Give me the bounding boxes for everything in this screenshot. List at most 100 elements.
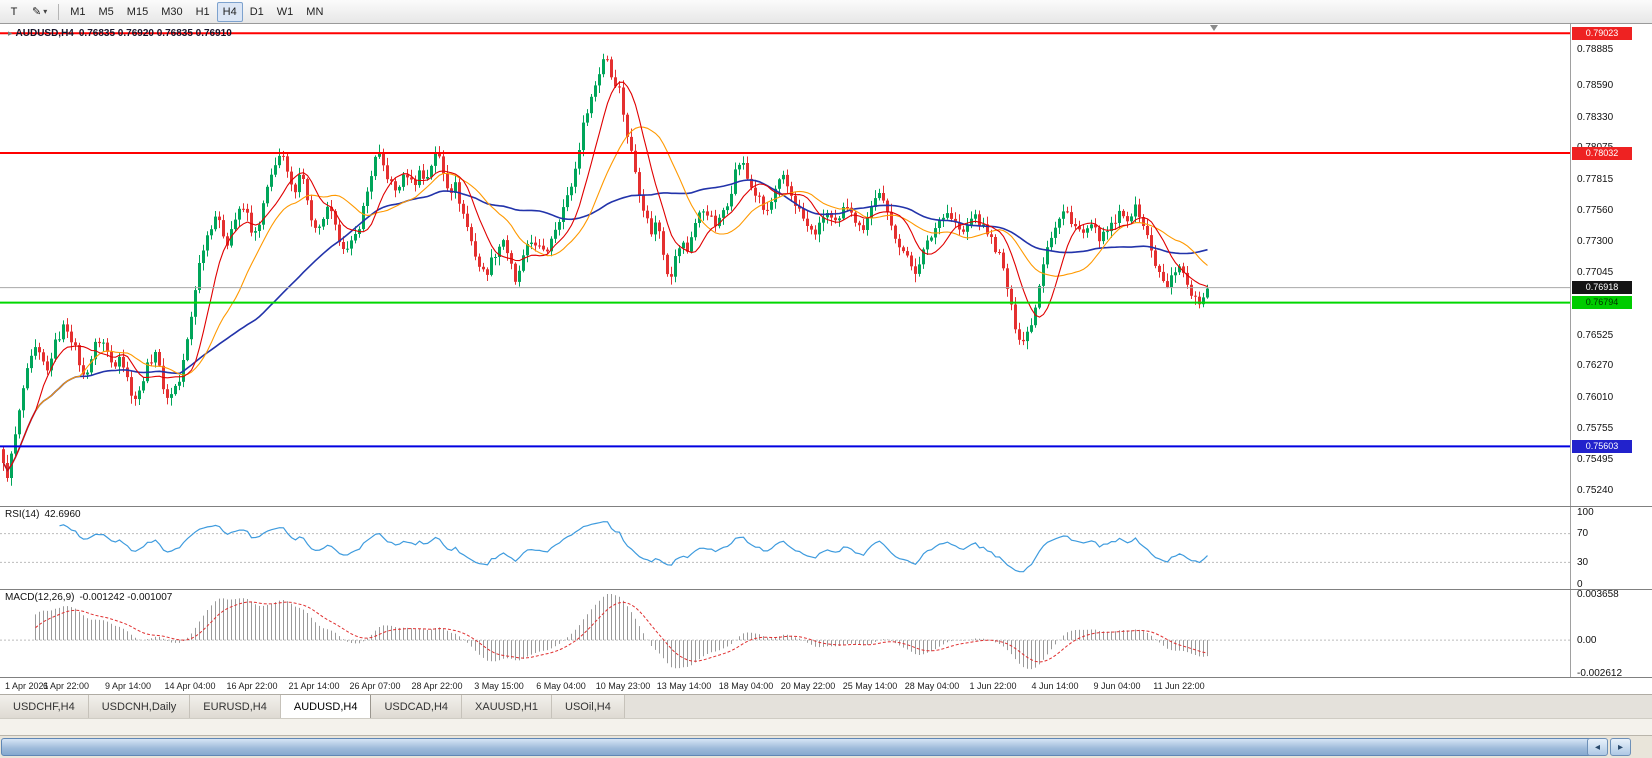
level-price-badge: 0.78032 [1572,146,1632,160]
time-axis-label: 16 Apr 22:00 [226,681,278,691]
time-axis-label: 18 May 04:00 [718,681,774,691]
axis-tick-label: 0.77815 [1577,173,1614,185]
rsi-label: RSI(14) 42.6960 [5,509,81,520]
chevron-down-icon: ▾ [43,7,48,16]
chart-tab-usdchf-h4[interactable]: USDCHF,H4 [0,695,89,718]
axis-tick-label: 0.00 [1577,634,1597,646]
scrollbar-thumb[interactable] [1,738,1601,756]
axis-tick-label: 0.77300 [1577,235,1614,247]
chart-type-icon: T [10,5,18,18]
axis-tick-label: 0.003658 [1577,588,1619,600]
timeframe-buttons: M1 M5 M15 M30 H1 H4 D1 W1 MN [64,1,329,22]
axis-tick-label: 0.78330 [1577,111,1614,123]
chart-shift-marker [1210,25,1218,31]
chart-tab-usdcnh-daily[interactable]: USDCNH,Daily [88,695,191,718]
drawing-tool-button[interactable]: ✎ ▾ [26,2,53,22]
rsi-canvas[interactable] [0,507,1570,589]
chart-tab-usdcad-h4[interactable]: USDCAD,H4 [371,695,463,718]
price-chart-pane[interactable]: ▸ AUDUSD,H4 0.76835 0.76920 0.76835 0.7691… [0,24,1652,506]
macd-indicator-pane[interactable]: MACD(12,26,9) -0.001242 -0.001007 0.00365… [0,588,1652,679]
chart-ohlc-label: 0.76835 0.76920 0.76835 0.76910 [78,28,232,39]
time-axis-label: 14 Apr 04:00 [164,681,216,691]
chart-toolbar: T ✎ ▾ M1 M5 M15 M30 H1 H4 D1 W1 MN [0,0,1652,24]
axis-tick-label: 0.75240 [1577,484,1614,496]
time-axis-label: 13 May 14:00 [656,681,712,691]
timeframe-button-m1[interactable]: M1 [70,5,86,18]
time-axis-label: 10 May 23:00 [595,681,651,691]
macd-axis: 0.003658 0.00 -0.002612 [1570,588,1652,679]
chart-tab-xauusd-h1[interactable]: XAUUSD,H1 [462,695,552,718]
scroll-right-button[interactable]: ▸ [1610,738,1631,756]
chart-tab-audusd-h4[interactable]: AUDUSD,H4 [280,695,372,718]
macd-label: MACD(12,26,9) -0.001242 -0.001007 [5,592,172,603]
price-chart-canvas[interactable] [0,24,1570,506]
level-price-badge: 0.75603 [1572,439,1632,453]
level-price-badge: 0.79023 [1572,26,1632,40]
chart-menu-icon: ▸ [8,28,13,38]
macd-plot-area[interactable]: MACD(12,26,9) -0.001242 -0.001007 [0,590,1570,677]
bottom-strip [0,718,1652,735]
price-plot-area[interactable]: ▸ AUDUSD,H4 0.76835 0.76920 0.76835 0.7691… [0,24,1570,506]
rsi-axis: 100 70 30 0 [1570,506,1652,590]
time-axis-label: 28 Apr 22:00 [411,681,463,691]
pencil-icon: ✎ [32,6,42,18]
time-axis-label: 11 Jun 22:00 [1153,681,1205,691]
macd-name: MACD(12,26,9) [5,592,75,603]
axis-tick-label: 70 [1577,528,1589,540]
timeframe-button-d1[interactable]: D1 [249,5,264,18]
axis-tick-label: 0.76525 [1577,329,1614,341]
chart-type-button[interactable]: T [3,2,25,22]
chart-title: ▸ AUDUSD,H4 0.76835 0.76920 0.76835 0.7691… [8,28,232,39]
axis-tick-label: -0.002612 [1577,667,1623,679]
axis-tick-label: 100 [1577,506,1594,518]
time-axis-label: 1 Jun 22:00 [969,681,1017,691]
axis-tick-label: 0.75755 [1577,422,1614,434]
chart-symbol-label: AUDUSD,H4 [15,28,74,39]
time-axis-label: 6 Apr 22:00 [42,681,90,691]
rsi-indicator-pane[interactable]: RSI(14) 42.6960 100 70 30 0 [0,506,1652,590]
time-axis-label: 3 May 15:00 [474,681,524,691]
axis-tick-label: 0.78885 [1577,44,1614,56]
time-axis-label: 1 Apr 2021 [5,681,49,691]
scroll-left-button[interactable]: ◂ [1587,738,1608,756]
timeframe-button-m5[interactable]: M5 [98,5,114,18]
toolbar-separator [58,3,60,20]
time-axis-label: 4 Jun 14:00 [1031,681,1079,691]
axis-tick-label: 0.76010 [1577,391,1614,403]
level-price-badge: 0.76794 [1572,296,1632,310]
macd-canvas[interactable] [0,590,1570,677]
timeframe-button-mn[interactable]: MN [306,5,324,18]
chart-tab-eurusd-h4[interactable]: EURUSD,H4 [190,695,281,718]
timeframe-button-w1[interactable]: W1 [276,5,294,18]
timeframe-button-m30[interactable]: M30 [161,5,183,18]
rsi-value: 42.6960 [44,509,81,520]
timeframe-button-m15[interactable]: M15 [126,5,149,18]
time-axis-label: 21 Apr 14:00 [288,681,340,691]
axis-tick-label: 0.77045 [1577,266,1614,278]
axis-tick-label: 0 [1577,578,1583,590]
axis-tick-label: 0.75495 [1577,453,1614,465]
horizontal-scrollbar[interactable]: ◂ ▸ [0,735,1652,758]
axis-tick-label: 0.77560 [1577,204,1614,216]
time-axis-label: 26 Apr 07:00 [349,681,401,691]
time-axis-label: 20 May 22:00 [780,681,836,691]
time-axis: 1 Apr 2021 6 Apr 22:00 9 Apr 14:00 14 Apr 0… [0,677,1652,694]
chart-tab-usoil-h4[interactable]: USOil,H4 [552,695,625,718]
macd-values: -0.001242 -0.001007 [79,592,173,603]
timeframe-button-h1[interactable]: H1 [195,5,210,18]
rsi-name: RSI(14) [5,509,40,520]
time-axis-label: 9 Apr 14:00 [104,681,152,691]
time-axis-label: 9 Jun 04:00 [1093,681,1141,691]
timeframe-button-h4[interactable]: H4 [216,1,243,22]
chart-tabs-bar: USDCHF,H4 USDCNH,Daily EURUSD,H4 AUDUSD,H4 U… [0,694,1652,718]
axis-tick-label: 0.78590 [1577,80,1614,92]
axis-tick-label: 0.76270 [1577,360,1614,372]
current-price-badge: 0.76918 [1572,281,1632,295]
time-axis-label: 28 May 04:00 [904,681,960,691]
rsi-plot-area[interactable]: RSI(14) 42.6960 [0,507,1570,589]
axis-tick-label: 30 [1577,556,1589,568]
time-axis-label: 25 May 14:00 [842,681,898,691]
time-axis-label: 6 May 04:00 [536,681,586,691]
price-axis: 0.788850.785900.783300.780750.778150.775… [1570,24,1652,506]
